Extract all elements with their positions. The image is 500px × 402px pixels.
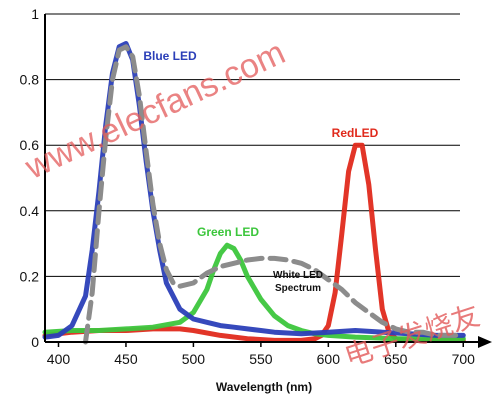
- white-led-spectrum-line: [83, 44, 466, 345]
- redled-line: [42, 142, 466, 343]
- x-tick-label-500: 500: [182, 351, 206, 367]
- x-axis-label: Wavelength (nm): [216, 380, 312, 394]
- x-axis-arrowhead: [478, 336, 492, 348]
- series-layer: [42, 41, 466, 345]
- x-tick-label-600: 600: [317, 351, 341, 367]
- y-tick-label-2: 0.4: [20, 203, 40, 219]
- y-tick-label-5: 1: [31, 6, 39, 22]
- y-tick-label-0: 0: [31, 334, 39, 350]
- white-led-spectrum-annotation: Spectrum: [275, 283, 321, 294]
- blue-led-annotation: Blue LED: [143, 49, 197, 63]
- white-led-annotation: White LED: [273, 270, 323, 281]
- x-tick-label-550: 550: [249, 351, 273, 367]
- green-led-annotation: Green LED: [197, 225, 259, 239]
- red-led-annotation: RedLED: [332, 126, 379, 140]
- x-tick-label-650: 650: [384, 351, 408, 367]
- y-tick-label-3: 0.6: [20, 137, 40, 153]
- x-tick-label-450: 450: [114, 351, 138, 367]
- blue-led-line: [42, 41, 466, 340]
- x-tick-label-400: 400: [47, 351, 71, 367]
- axes: [44, 14, 492, 348]
- y-tick-label-1: 0.2: [20, 268, 40, 284]
- x-tick-label-700: 700: [452, 351, 476, 367]
- tick-labels: 400 450 500 550 600 650 700 0 0.2 0.4 0.6 0.8 1: [20, 6, 476, 367]
- y-tick-label-4: 0.8: [20, 72, 40, 88]
